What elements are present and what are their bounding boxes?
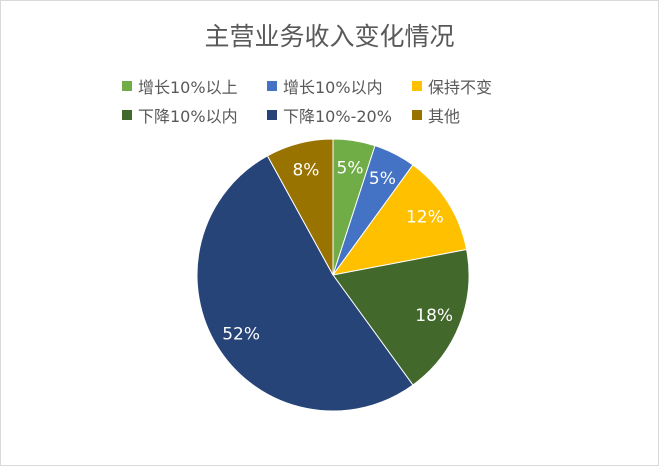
legend-swatch (122, 81, 132, 91)
legend-swatch (267, 81, 277, 91)
legend-label: 保持不变 (428, 78, 493, 97)
data-label: 18% (415, 306, 453, 326)
data-label: 52% (222, 324, 260, 344)
legend-swatch (412, 110, 422, 120)
legend-label: 下降10%-20% (283, 107, 392, 126)
chart-title: 主营业务收入变化情况 (204, 22, 455, 51)
legend-label: 其他 (428, 107, 461, 126)
legend-swatch (267, 110, 277, 120)
pie-slice (332, 248, 470, 386)
legend-label: 增长10%以内 (283, 78, 383, 97)
legend-label: 下降10%以内 (138, 107, 238, 126)
legend-item: 增长10%以上 (122, 74, 238, 98)
legend-item: 保持不变 (412, 74, 492, 98)
legend-item: 下降10%以内 (122, 103, 238, 127)
legend-item: 增长10%以内 (267, 74, 383, 98)
legend-swatch (122, 110, 132, 120)
legend-item: 其他 (412, 103, 460, 127)
legend-item: 下降10%-20% (267, 103, 392, 127)
data-label: 5% (337, 159, 364, 179)
legend-label: 增长10%以上 (138, 78, 238, 97)
pie-slice (331, 164, 468, 276)
data-label: 12% (406, 208, 444, 228)
pie-slice (266, 138, 334, 276)
pie-slice (196, 155, 414, 412)
legend-swatch (412, 81, 422, 91)
data-label: 5% (369, 169, 396, 189)
data-label: 8% (292, 161, 319, 181)
